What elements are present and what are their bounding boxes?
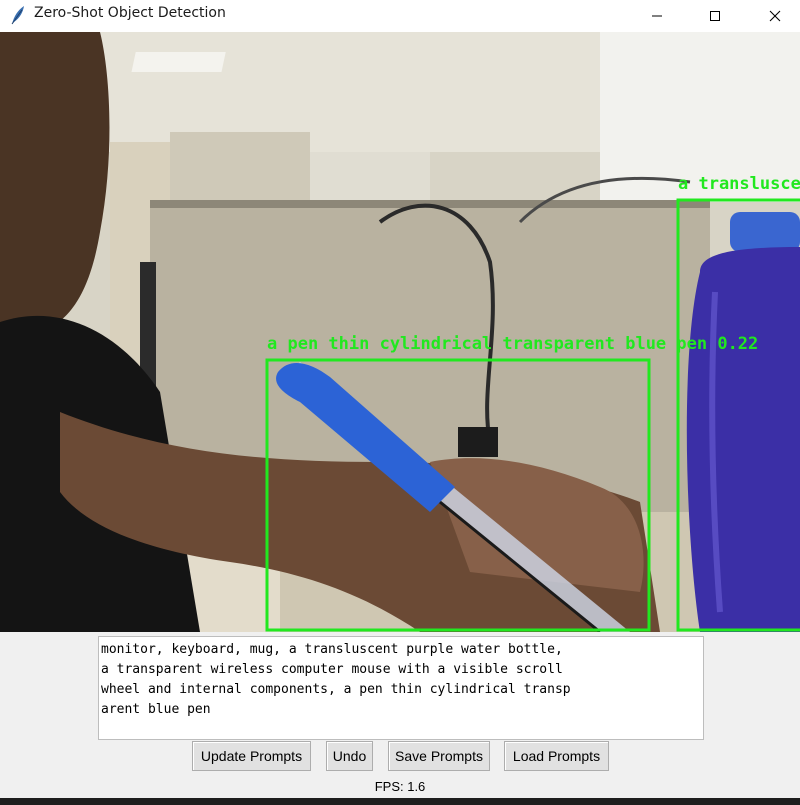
undo-button[interactable]: Undo: [326, 741, 373, 771]
detection-label-bottle: a transluscent: [678, 174, 800, 194]
camera-feed: a pen thin cylindrical transparent blue …: [0, 32, 800, 632]
detection-box-bottle: [676, 198, 800, 632]
prompt-text-area[interactable]: monitor, keyboard, mug, a transluscent p…: [98, 636, 704, 740]
camera-frame: a pen thin cylindrical transparent blue …: [0, 32, 800, 632]
window-title: Zero-Shot Object Detection: [34, 5, 226, 21]
detection-label-pen: a pen thin cylindrical transparent blue …: [267, 334, 758, 354]
background-terminal: [0, 798, 800, 805]
close-icon: [769, 10, 781, 22]
title-bar: Zero-Shot Object Detection: [0, 0, 800, 32]
prompt-line: a transparent wireless computer mouse wi…: [101, 662, 563, 677]
update-prompts-button[interactable]: Update Prompts: [192, 741, 311, 771]
minimize-icon: [652, 15, 662, 17]
detection-box-pen: [265, 358, 651, 632]
maximize-button[interactable]: [685, 0, 745, 32]
prompt-line: arent blue pen: [101, 702, 211, 717]
prompt-line: monitor, keyboard, mug, a transluscent p…: [101, 642, 563, 657]
fps-status: FPS: 1.6: [374, 779, 426, 794]
close-button[interactable]: [745, 0, 800, 32]
minimize-button[interactable]: [627, 0, 687, 32]
feather-icon: [11, 6, 24, 25]
load-prompts-button[interactable]: Load Prompts: [504, 741, 609, 771]
save-prompts-button[interactable]: Save Prompts: [388, 741, 490, 771]
maximize-icon: [710, 11, 720, 21]
prompt-line: wheel and internal components, a pen thi…: [101, 682, 571, 697]
